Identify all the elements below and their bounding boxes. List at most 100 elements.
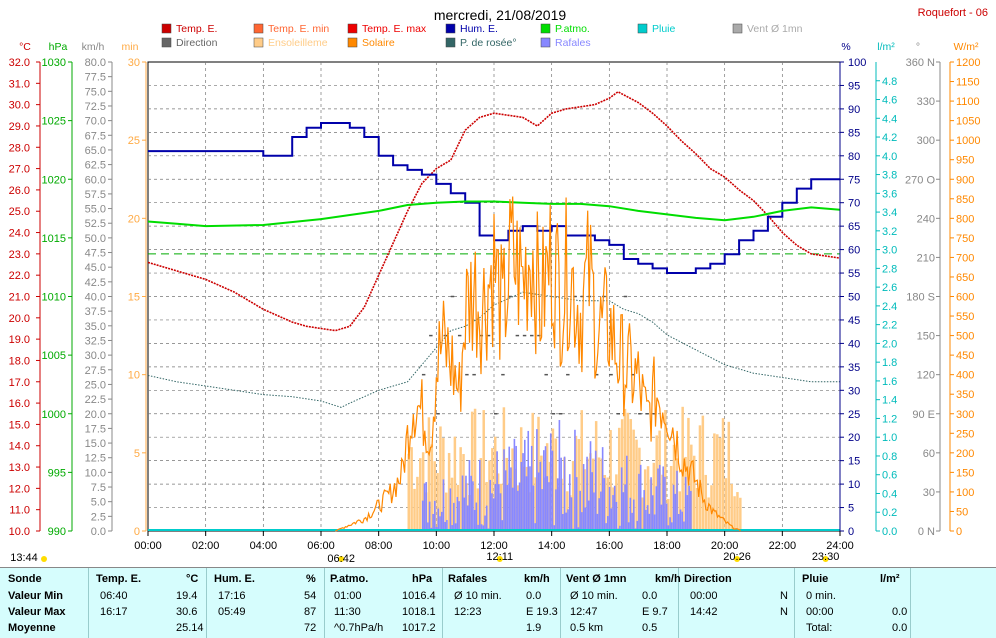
gust-bar <box>522 453 524 531</box>
gust-bar <box>678 514 680 531</box>
table-cell: 00:00 <box>806 606 834 618</box>
tick-label-pressure: 1005 <box>42 350 66 362</box>
table-cell: 00:00 <box>690 590 718 602</box>
table-header: Hum. E. <box>214 573 255 585</box>
row-label: Valeur Max <box>8 606 65 618</box>
tick-label-rain: 2.6 <box>882 282 897 294</box>
legend-label: Pluie <box>652 23 676 35</box>
gust-bar <box>437 509 439 531</box>
table-cell: 12:47 <box>570 606 598 618</box>
gust-bar <box>503 449 505 531</box>
tick-label-wind: 60.0 <box>85 174 106 186</box>
legend-label: Rafales <box>555 37 591 49</box>
gust-bar <box>662 466 664 531</box>
gust-bar <box>560 458 562 531</box>
table-header: Rafales <box>448 573 487 585</box>
gust-bar <box>543 450 545 531</box>
sun-bar <box>730 484 733 531</box>
tick-label-rain: 4.4 <box>882 113 897 125</box>
table-header: Sonde <box>8 573 42 585</box>
tick-label-wind: 12.5 <box>85 453 106 465</box>
x-tick-label: 08:00 <box>365 540 393 552</box>
legend-swatch <box>348 38 357 47</box>
gust-bar <box>508 447 510 531</box>
legend-swatch <box>162 38 171 47</box>
tick-label-temp: 22.0 <box>9 270 30 282</box>
legend-swatch <box>541 38 550 47</box>
gust-bar <box>521 462 523 531</box>
gust-bar <box>600 492 602 531</box>
gust-bar <box>550 433 552 531</box>
legend-label: Hum. E. <box>460 23 498 35</box>
tick-label-wind: 32.5 <box>85 335 106 347</box>
gust-bar <box>643 490 645 531</box>
gust-bar <box>598 498 600 531</box>
marker-dot <box>41 556 47 562</box>
tick-label-rain: 4.6 <box>882 95 897 107</box>
table-divider <box>324 568 325 638</box>
table-cell: 0.0 <box>642 590 657 602</box>
x-tick-label: 16:00 <box>596 540 624 552</box>
table-divider <box>794 568 795 638</box>
tick-label-rain: 2.2 <box>882 320 897 332</box>
sun-bar <box>482 410 485 531</box>
tick-label-humidity: 35 <box>848 362 860 374</box>
tick-label-wind: 62.5 <box>85 160 106 172</box>
tick-label-wind: 37.5 <box>85 306 106 318</box>
legend-label: Ensoleilleme <box>268 37 328 49</box>
tick-label-solar: 300 <box>956 409 974 421</box>
x-tick-label: 14:00 <box>538 540 566 552</box>
gust-bar <box>655 486 657 531</box>
tick-label-wind: 27.5 <box>85 365 106 377</box>
gust-bar <box>424 483 426 531</box>
gust-bar <box>616 502 618 531</box>
table-header: km/h <box>655 573 681 585</box>
gust-bar <box>531 446 533 531</box>
tick-label-wind: 42.5 <box>85 277 106 289</box>
tick-label-direction: 0 N <box>918 526 935 538</box>
sun-bar <box>699 425 702 531</box>
gust-bar <box>559 420 561 531</box>
tick-label-humidity: 5 <box>848 503 854 515</box>
gust-bar <box>533 486 535 531</box>
tick-label-rain: 1.8 <box>882 357 897 369</box>
tick-label-rain: 0.6 <box>882 470 897 482</box>
sun-bar <box>618 428 621 531</box>
sun-bar <box>410 447 413 531</box>
legend-label: Temp. E. min <box>268 23 329 35</box>
tick-label-rain: 4.8 <box>882 76 897 88</box>
gust-bar <box>538 472 540 531</box>
gust-bar <box>593 492 595 531</box>
tick-label-temp: 16.0 <box>9 398 30 410</box>
gust-bar <box>638 474 640 531</box>
tick-label-solar: 1100 <box>956 96 980 108</box>
table-cell: 0.5 <box>642 622 657 634</box>
tick-label-rain: 2.0 <box>882 338 897 350</box>
table-cell: 72 <box>304 622 316 634</box>
gust-bar <box>647 505 649 531</box>
gust-bar <box>489 480 491 531</box>
gust-bar <box>540 462 542 531</box>
tick-label-wind: 2.5 <box>91 511 106 523</box>
x-tick-label: 18:00 <box>653 540 681 552</box>
legend-label: Temp. E. <box>176 23 217 35</box>
gust-bar <box>681 512 683 531</box>
gust-bar <box>579 491 581 531</box>
sun-bar <box>722 418 725 531</box>
tick-label-sun_min: 30 <box>128 57 140 69</box>
tick-label-wind: 72.5 <box>85 101 106 113</box>
weather-chart: mercredi, 21/08/2019 Roquefort - 06 Temp… <box>0 0 996 567</box>
gust-bar <box>552 451 554 531</box>
gust-bar <box>526 476 528 531</box>
gust-bar <box>674 494 676 531</box>
axis-unit-rain: l/m² <box>877 41 895 53</box>
gust-bar <box>515 446 517 531</box>
x-tick-label: 00:00 <box>134 540 162 552</box>
gust-bar <box>607 516 609 531</box>
gust-bar <box>536 429 538 531</box>
gust-bar <box>640 465 642 531</box>
tick-label-wind: 50.0 <box>85 233 106 245</box>
tick-label-solar: 550 <box>956 311 974 323</box>
gust-bar <box>472 481 474 531</box>
tick-label-solar: 200 <box>956 448 974 460</box>
